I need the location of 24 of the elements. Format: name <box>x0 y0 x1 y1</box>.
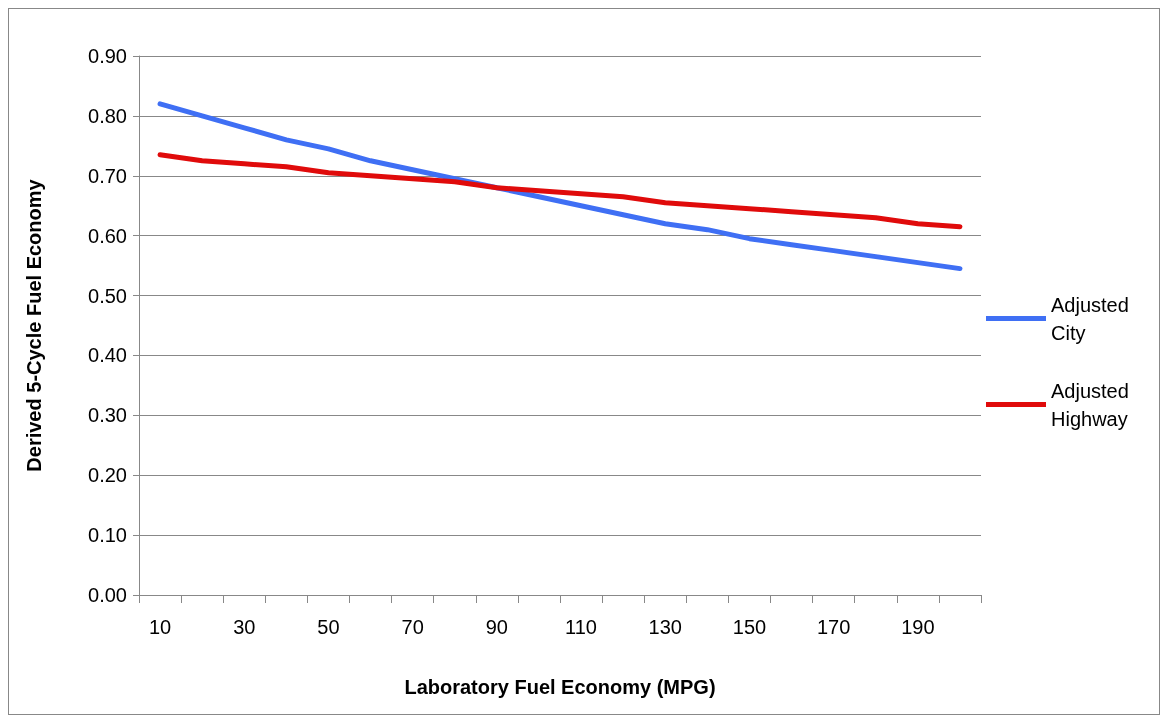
legend-label: Adjusted City <box>1051 293 1135 344</box>
legend-label: Adjusted Highway <box>1051 379 1135 430</box>
x-tick-label: 50 <box>317 616 340 638</box>
x-tick-label: 70 <box>401 616 424 638</box>
y-tick-label: 0.40 <box>88 344 127 367</box>
y-tick-label: 0.20 <box>88 464 127 487</box>
x-tick-label: 30 <box>233 616 256 638</box>
x-tick-label: 150 <box>732 616 767 638</box>
y-axis-title: Derived 5-Cycle Fuel Economy <box>23 178 45 472</box>
y-tick-label: 0.90 <box>88 45 127 67</box>
x-tick-label: 110 <box>565 616 597 638</box>
y-tick-label: 0.10 <box>88 524 127 547</box>
y-tick-label: 0.60 <box>88 224 127 247</box>
y-tick-label: 0.00 <box>88 584 127 606</box>
y-tick-label: 0.70 <box>88 164 127 187</box>
y-tick-label: 0.50 <box>88 284 127 307</box>
x-tick-label: 190 <box>901 616 935 638</box>
x-tick-label: 130 <box>648 616 682 638</box>
y-tick-label: 0.30 <box>88 404 127 427</box>
x-axis-title: Laboratory Fuel Economy (MPG) <box>404 676 716 698</box>
y-tick-label: 0.80 <box>88 104 127 127</box>
x-tick-label: 90 <box>485 616 508 638</box>
x-tick-label: 170 <box>816 616 851 638</box>
x-tick-label: 10 <box>148 616 172 638</box>
